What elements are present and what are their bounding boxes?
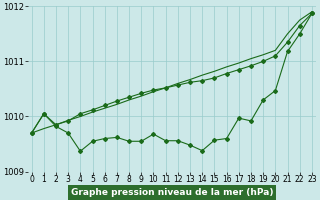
X-axis label: Graphe pression niveau de la mer (hPa): Graphe pression niveau de la mer (hPa) (70, 188, 273, 197)
